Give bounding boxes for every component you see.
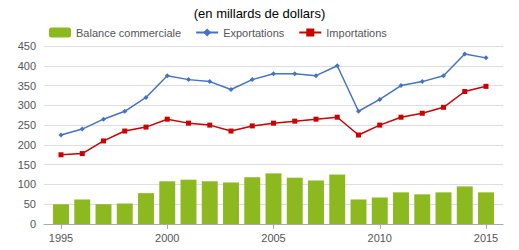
svg-text:300: 300	[18, 99, 36, 111]
svg-text:2015: 2015	[474, 232, 498, 244]
svg-text:450: 450	[18, 40, 36, 52]
svg-text:2010: 2010	[368, 232, 392, 244]
svg-text:(en millards de dollars): (en millards de dollars)	[194, 6, 326, 21]
svg-text:150: 150	[18, 159, 36, 171]
svg-text:Exportations: Exportations	[223, 27, 285, 39]
svg-text:Importations: Importations	[326, 27, 387, 39]
svg-text:0: 0	[30, 218, 36, 230]
svg-text:400: 400	[18, 60, 36, 72]
svg-text:50: 50	[24, 198, 36, 210]
svg-text:350: 350	[18, 80, 36, 92]
svg-text:100: 100	[18, 178, 36, 190]
svg-text:Balance commerciale: Balance commerciale	[76, 27, 181, 39]
svg-text:2000: 2000	[155, 232, 179, 244]
svg-text:250: 250	[18, 119, 36, 131]
svg-text:2005: 2005	[261, 232, 285, 244]
svg-text:200: 200	[18, 139, 36, 151]
svg-text:1995: 1995	[49, 232, 73, 244]
